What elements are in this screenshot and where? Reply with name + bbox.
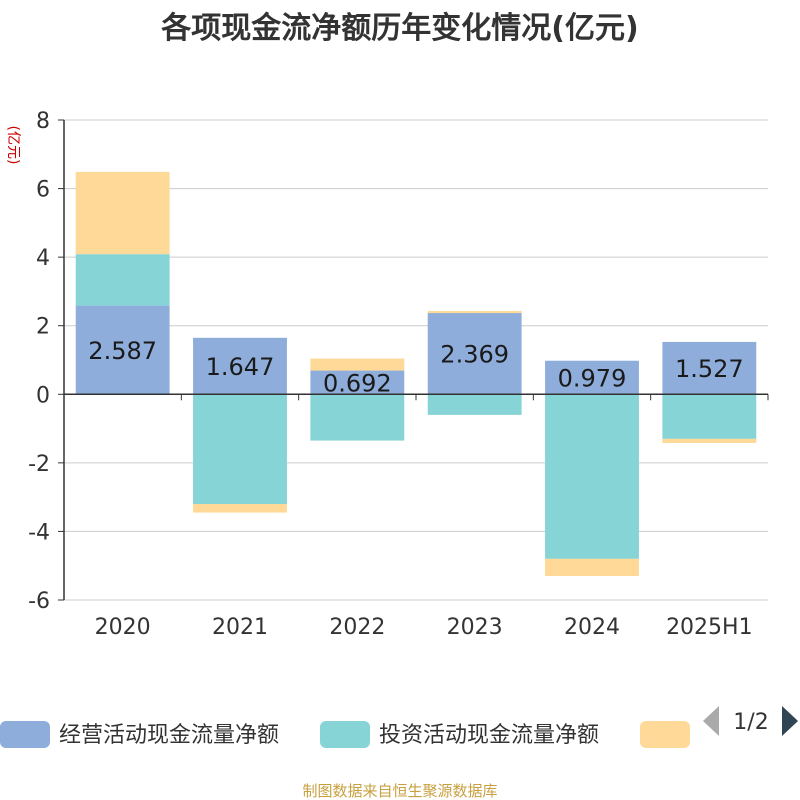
data-labels: 2.587 1.647 0.692 2.369 0.979 1.527 <box>88 337 743 397</box>
legend-label[interactable]: 投资活动现金流量净额 <box>379 723 599 748</box>
y-tick-label: 8 <box>36 109 50 134</box>
bar-2024-s3[interactable] <box>545 558 639 576</box>
legend-label[interactable]: 经营活动现金流量净额 <box>59 723 279 748</box>
legend-pager-text: 1/2 <box>733 710 768 735</box>
y-tick-label: 2 <box>36 315 50 340</box>
bar-2023-s2[interactable] <box>427 394 522 415</box>
y-tick-label: 6 <box>36 178 50 203</box>
y-tick-label: 4 <box>36 246 50 271</box>
data-label: 1.527 <box>675 355 744 383</box>
y-unit-label: (亿元) <box>5 126 21 165</box>
y-tick-label: -6 <box>28 589 50 614</box>
gridlines <box>64 119 768 601</box>
data-label: 0.692 <box>323 369 392 397</box>
chart-title: 各项现金流净额历年变化情况(亿元) <box>160 11 638 46</box>
x-tick-label: 2025H1 <box>666 615 753 640</box>
x-axis-ticks: 2020 2021 2022 2023 2024 2025H1 <box>95 615 753 640</box>
bar-2025H1-s3[interactable] <box>662 438 757 443</box>
bar-2021-s1[interactable] <box>193 337 287 395</box>
legend-pager: 1/2 <box>703 706 798 736</box>
source-note: 制图数据来自恒生聚源数据库 <box>302 782 497 800</box>
bar-2023-s1[interactable] <box>427 313 522 395</box>
bar-2024-s2[interactable] <box>545 394 639 559</box>
data-label: 0.979 <box>558 365 627 393</box>
data-label: 1.647 <box>206 353 275 381</box>
y-tick-label: -4 <box>28 520 50 545</box>
legend: 经营活动现金流量净额 投资活动现金流量净额 <box>0 721 690 748</box>
bar-2025H1-s2[interactable] <box>662 394 757 439</box>
x-tick-label: 2022 <box>329 615 385 640</box>
bar-2023-s3[interactable] <box>427 311 522 314</box>
legend-swatch[interactable] <box>0 721 50 748</box>
legend-swatch[interactable] <box>320 721 370 748</box>
triangle-left-icon[interactable] <box>703 706 719 736</box>
bar-2022-s1[interactable] <box>310 370 405 395</box>
x-tick-label: 2021 <box>212 615 268 640</box>
bar-2022-s3[interactable] <box>310 358 405 371</box>
bar-2020-s3[interactable] <box>75 171 170 255</box>
bar-2021-s2[interactable] <box>193 394 287 504</box>
x-tick-label: 2023 <box>447 615 503 640</box>
x-tick-label: 2020 <box>95 615 151 640</box>
bars <box>75 171 757 576</box>
data-label: 2.369 <box>440 341 509 369</box>
legend-swatch[interactable] <box>640 721 690 748</box>
x-tick-label: 2024 <box>564 615 620 640</box>
bar-2022-s2[interactable] <box>310 394 405 441</box>
bar-2025H1-s1[interactable] <box>662 341 757 395</box>
y-axis-ticks: 8 6 4 2 0 -2 -4 -6 <box>28 109 64 614</box>
y-tick-label: 0 <box>36 383 50 408</box>
bar-2020-s1[interactable] <box>75 305 170 395</box>
bar-2024-s1[interactable] <box>545 360 639 395</box>
data-label: 2.587 <box>88 337 157 365</box>
y-tick-label: -2 <box>28 452 50 477</box>
bar-2021-s3[interactable] <box>193 504 287 513</box>
bar-2020-s2[interactable] <box>75 254 170 306</box>
axes <box>63 120 769 600</box>
triangle-right-icon[interactable] <box>782 706 798 736</box>
